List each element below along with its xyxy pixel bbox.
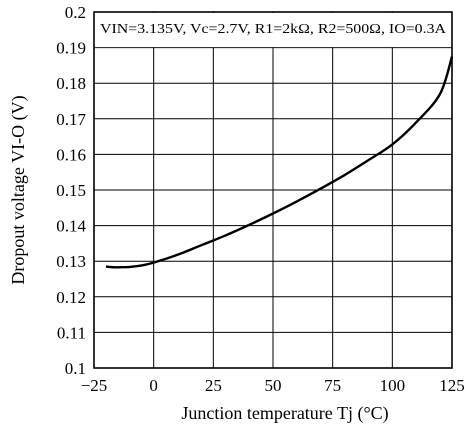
y-axis-label: Dropout voltage VI-O (V)	[8, 95, 29, 284]
y-tick-label: 0.14	[56, 217, 86, 236]
y-tick-label: 0.11	[57, 323, 86, 342]
grid-lines	[94, 12, 452, 368]
x-tick-labels: −25 0 25 50 75 100 125	[81, 376, 465, 395]
y-tick-label: 0.2	[65, 3, 86, 22]
series-layer	[105, 56, 454, 269]
x-tick-label: −25	[81, 376, 108, 395]
y-tick-label: 0.19	[56, 39, 86, 58]
y-tick-label: 0.1	[65, 359, 86, 378]
x-tick-label: 0	[149, 376, 158, 395]
dropout-voltage-curve	[105, 56, 454, 269]
x-tick-label: 50	[265, 376, 282, 395]
y-tick-label: 0.18	[56, 74, 86, 93]
x-tick-label: 25	[205, 376, 222, 395]
y-tick-labels: 0.1 0.11 0.12 0.13 0.14 0.15 0.16 0.17 0.18 0.19 0…	[56, 3, 86, 378]
y-tick-label: 0.12	[56, 288, 86, 307]
conditions-annotation: VIN=3.135V, Vc=2.7V, R1=2kΩ, R2=500Ω, IO…	[100, 22, 447, 37]
y-tick-label: 0.16	[56, 145, 86, 164]
x-tick-label: 100	[380, 376, 406, 395]
conditions-box-background	[95, 13, 451, 48]
y-tick-label: 0.15	[56, 181, 86, 200]
x-tick-label: 125	[439, 376, 465, 395]
y-tick-label: 0.13	[56, 252, 86, 271]
x-axis-label: Junction temperature Tj (°C)	[181, 403, 388, 424]
y-tick-label: 0.17	[56, 110, 86, 129]
x-tick-label: 75	[324, 376, 341, 395]
plot-frame	[93, 11, 453, 369]
